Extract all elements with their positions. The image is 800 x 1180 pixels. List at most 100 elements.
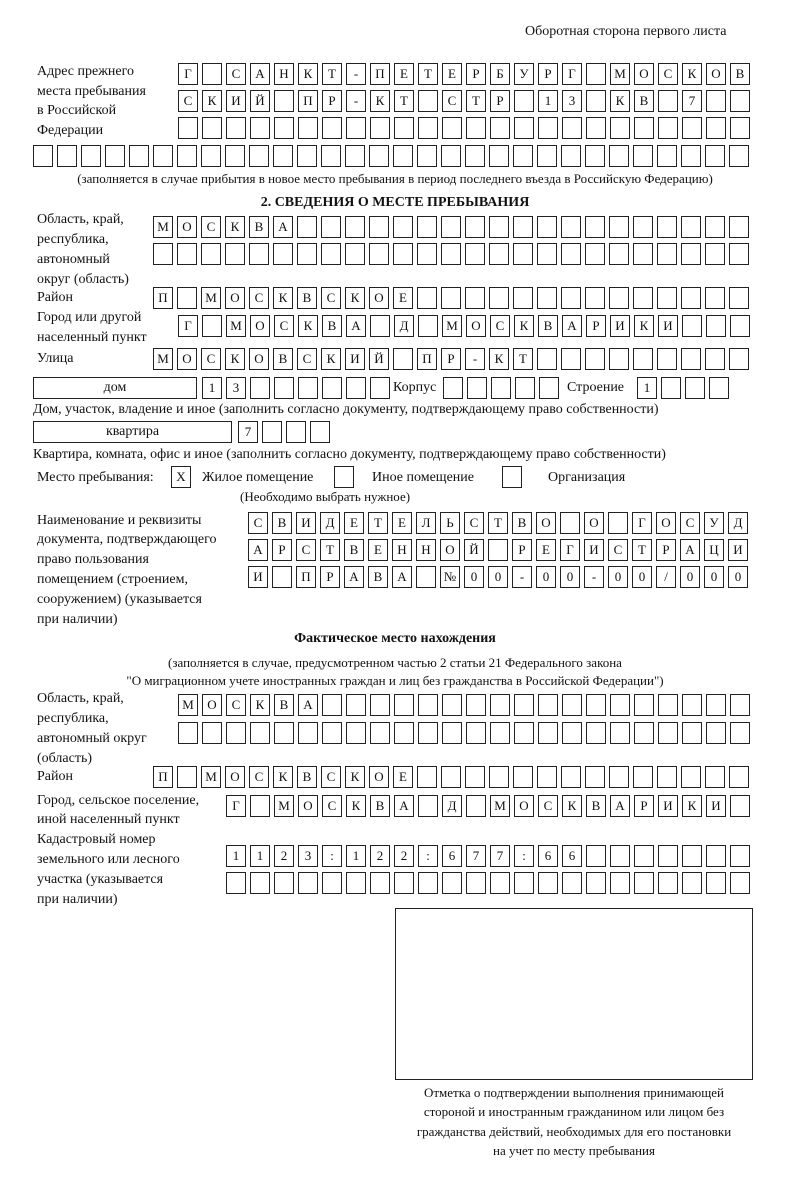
letter-cell[interactable]: 0	[632, 566, 652, 588]
letter-cell[interactable]	[586, 90, 606, 112]
letter-cell[interactable]: Н	[416, 539, 436, 561]
letter-cell[interactable]	[537, 145, 557, 167]
letter-cell[interactable]	[705, 766, 725, 788]
letter-cell[interactable]	[418, 315, 438, 337]
letter-cell[interactable]	[513, 216, 533, 238]
letter-cell[interactable]	[609, 766, 629, 788]
letter-cell[interactable]: 0	[464, 566, 484, 588]
letter-cell[interactable]	[610, 722, 630, 744]
letter-cell[interactable]	[370, 872, 390, 894]
letter-cell[interactable]	[465, 243, 485, 265]
letter-cell[interactable]: И	[706, 795, 726, 817]
letter-cell[interactable]	[226, 872, 246, 894]
letter-cell[interactable]	[466, 694, 486, 716]
letter-cell[interactable]: А	[344, 566, 364, 588]
letter-cell[interactable]	[685, 377, 705, 399]
letter-cell[interactable]	[514, 722, 534, 744]
letter-cell[interactable]	[585, 243, 605, 265]
letter-cell[interactable]: Т	[320, 539, 340, 561]
letter-cell[interactable]	[442, 694, 462, 716]
letter-cell[interactable]	[153, 243, 173, 265]
letter-cell[interactable]	[272, 566, 292, 588]
letter-cell[interactable]	[273, 243, 293, 265]
letter-cell[interactable]	[657, 766, 677, 788]
letter-cell[interactable]	[489, 766, 509, 788]
letter-cell[interactable]	[490, 722, 510, 744]
letter-cell[interactable]	[515, 377, 535, 399]
letter-cell[interactable]	[443, 377, 463, 399]
letter-cell[interactable]	[81, 145, 101, 167]
letter-cell[interactable]: С	[322, 795, 342, 817]
letter-cell[interactable]	[633, 216, 653, 238]
letter-cell[interactable]	[226, 722, 246, 744]
letter-cell[interactable]: Д	[442, 795, 462, 817]
letter-cell[interactable]: К	[682, 63, 702, 85]
letter-cell[interactable]	[490, 117, 510, 139]
letter-cell[interactable]	[321, 145, 341, 167]
letter-cell[interactable]	[178, 722, 198, 744]
letter-cell[interactable]	[633, 348, 653, 370]
letter-cell[interactable]	[201, 243, 221, 265]
letter-cell[interactable]	[202, 63, 222, 85]
letter-cell[interactable]	[249, 243, 269, 265]
letter-cell[interactable]	[634, 117, 654, 139]
letter-cell[interactable]	[634, 872, 654, 894]
letter-cell[interactable]	[561, 145, 581, 167]
letter-cell[interactable]: Т	[632, 539, 652, 561]
letter-cell[interactable]: М	[201, 766, 221, 788]
letter-cell[interactable]: /	[656, 566, 676, 588]
letter-cell[interactable]: Е	[392, 512, 412, 534]
letter-cell[interactable]	[537, 348, 557, 370]
letter-cell[interactable]: Р	[656, 539, 676, 561]
letter-cell[interactable]: К	[225, 216, 245, 238]
stay-checkbox-residential[interactable]: X	[171, 466, 191, 488]
letter-cell[interactable]	[225, 243, 245, 265]
letter-cell[interactable]	[610, 845, 630, 867]
letter-cell[interactable]	[705, 243, 725, 265]
letter-cell[interactable]	[441, 243, 461, 265]
letter-cell[interactable]: -	[346, 63, 366, 85]
letter-cell[interactable]: Е	[536, 539, 556, 561]
letter-cell[interactable]: К	[250, 694, 270, 716]
letter-cell[interactable]	[441, 145, 461, 167]
letter-cell[interactable]	[562, 872, 582, 894]
letter-cell[interactable]: И	[610, 315, 630, 337]
letter-cell[interactable]	[346, 117, 366, 139]
letter-cell[interactable]	[177, 243, 197, 265]
letter-cell[interactable]: Д	[394, 315, 414, 337]
letter-cell[interactable]	[370, 117, 390, 139]
letter-cell[interactable]: 1	[250, 845, 270, 867]
letter-cell[interactable]	[657, 216, 677, 238]
letter-cell[interactable]	[488, 539, 508, 561]
letter-cell[interactable]: 2	[370, 845, 390, 867]
letter-cell[interactable]	[681, 766, 701, 788]
letter-cell[interactable]: Р	[634, 795, 654, 817]
letter-cell[interactable]	[250, 117, 270, 139]
letter-cell[interactable]: О	[466, 315, 486, 337]
letter-cell[interactable]	[416, 566, 436, 588]
letter-cell[interactable]: А	[680, 539, 700, 561]
letter-cell[interactable]: :	[322, 845, 342, 867]
letter-cell[interactable]	[394, 872, 414, 894]
letter-cell[interactable]: К	[514, 315, 534, 337]
letter-cell[interactable]: Г	[632, 512, 652, 534]
letter-cell[interactable]	[394, 694, 414, 716]
letter-cell[interactable]	[417, 243, 437, 265]
letter-cell[interactable]: А	[346, 315, 366, 337]
letter-cell[interactable]	[370, 694, 390, 716]
letter-cell[interactable]	[609, 145, 629, 167]
letter-cell[interactable]	[561, 287, 581, 309]
letter-cell[interactable]	[562, 722, 582, 744]
letter-cell[interactable]: Т	[418, 63, 438, 85]
letter-cell[interactable]: В	[368, 566, 388, 588]
letter-cell[interactable]	[538, 872, 558, 894]
letter-cell[interactable]	[298, 872, 318, 894]
letter-cell[interactable]: 0	[536, 566, 556, 588]
letter-cell[interactable]	[585, 766, 605, 788]
letter-cell[interactable]	[250, 722, 270, 744]
letter-cell[interactable]	[657, 348, 677, 370]
letter-cell[interactable]: Ц	[704, 539, 724, 561]
letter-cell[interactable]	[585, 145, 605, 167]
letter-cell[interactable]: К	[345, 766, 365, 788]
letter-cell[interactable]	[537, 216, 557, 238]
